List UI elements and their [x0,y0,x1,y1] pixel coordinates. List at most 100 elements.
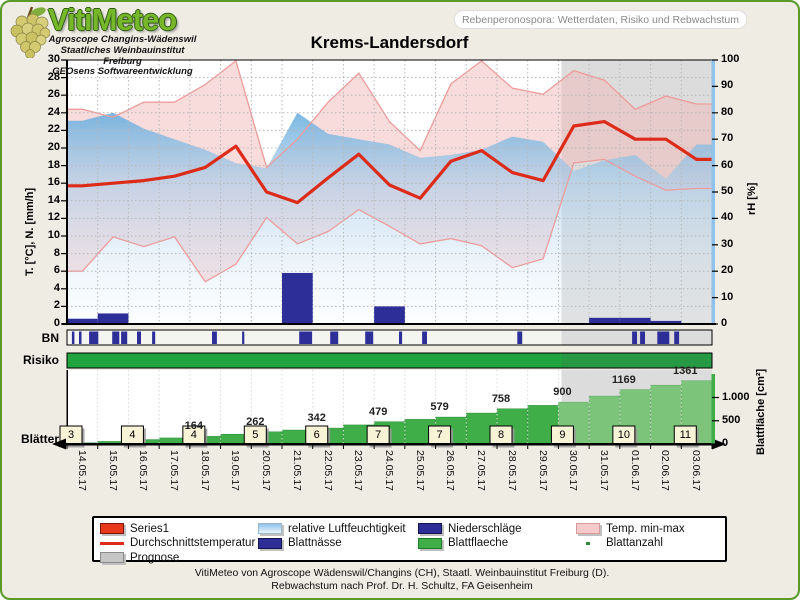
left-axis-tick-label: 28 [47,70,60,83]
leaf-area-value-label: 758 [491,392,511,405]
x-axis-date-label: 21.05.17 [290,450,303,491]
left-axis-tick-label: 8 [53,246,60,259]
left-axis-tick-label: 20 [47,141,60,153]
leaf-area-value-label: 342 [307,412,326,425]
right-axis-tick-label: 0 [721,317,728,329]
leaf-count-box: 6 [313,429,320,441]
right-axis-tick-label: 40 [721,211,734,224]
legend-swatch-rect-green [418,537,442,549]
right-axis-tick-label: 90 [721,79,734,92]
right-axis-tick-label: 10 [721,290,734,303]
legend-swatch-rect-gray [100,552,124,563]
leaf-area-value-label: 900 [553,386,572,399]
leaf-count-box: 4 [190,429,197,441]
left-axis-tick-label: 18 [47,158,60,171]
x-axis-date-label: 22.05.17 [321,450,334,491]
legend-item-series1: Series1 [100,522,169,535]
left-axis-tick-label: 4 [53,281,60,294]
leaf-count-box: 11 [679,429,691,441]
left-axis-title: T. [°C], N. [mm/h] [24,187,36,276]
legend: Series1 Durchschnittstemperatur Prognose re… [92,516,727,564]
leaf-count-box: 3 [67,429,75,441]
x-axis-date-label: 27.05.17 [475,450,488,491]
legend-item-blattflaeche: Blattflaeche [418,537,508,550]
right-axis-tick-label: 50 [721,185,734,197]
x-axis-date-label: 17.05.17 [168,450,180,491]
x-axis-date-label: 16.05.17 [137,450,150,491]
right-axis-tick-label: 70 [721,132,734,145]
leaf-area-value-label: 1361 [673,364,698,377]
right-axis-tick-label: 80 [721,105,734,118]
x-axis-date-label: 30.05.17 [567,450,580,491]
station-title: Krems-Landersdorf [310,33,469,52]
x-axis-date-label: 25.05.17 [413,450,426,491]
leaf-area-value-label: 164 [184,420,204,433]
row-label-blaetter: Blätter [20,432,59,446]
leaf-area-value-label: 579 [430,401,449,414]
legend-label: Niederschläge [448,522,522,535]
legend-label: Temp. min-max [606,522,685,535]
left-axis-tick-label: 24 [47,105,60,118]
right-axis-tick-label: 20 [721,264,734,277]
leaf-count-box: 5 [252,429,259,441]
grapes-logo-icon [10,6,50,58]
legend-item-blattanzahl: Blattanzahl [576,537,663,550]
left-axis-tick-label: 0 [53,317,60,329]
leaf-count-box: 8 [497,429,505,441]
x-axis-date-label: 14.05.17 [75,450,88,491]
row-label-bn: BN [41,331,59,345]
left-axis-tick-label: 30 [47,53,60,65]
x-axis-date-label: 03.06.17 [690,450,703,491]
leaf-count-box: 7 [436,429,443,441]
report-type-badge: Rebenperonospora: Wetterdaten, Risiko un… [454,10,747,29]
x-axis-date-label: 20.05.17 [260,450,273,491]
legend-label: Blattflaeche [448,537,509,549]
x-axis-date-label: 31.05.17 [598,450,610,491]
logo-subtitle-1: Agroscope Changins-Wädenswil [48,34,197,45]
leaf-count-box: 9 [559,429,566,441]
leaf-area-value-label: 262 [246,415,265,428]
left-axis-tick-label: 26 [47,88,60,101]
leaf-count-box: 7 [375,429,382,441]
x-axis-date-label: 02.06.17 [659,450,672,491]
leaf-area-value-label: 479 [368,405,388,418]
legend-swatch-rect-navy [418,523,442,534]
legend-label: Series1 [130,522,169,535]
leaf-axis-title: Blattfläche [cm²] [755,368,767,455]
x-axis-date-label: 28.05.17 [505,450,518,491]
x-axis-date-label: 15.05.17 [106,450,119,491]
right-axis-tick-label: 60 [721,158,734,171]
left-axis-tick-label: 14 [47,193,60,206]
legend-item-niederschl-ge: Niederschläge [418,522,522,535]
left-axis-tick-label: 16 [47,176,60,189]
footer-line-1: VitiMeteo von Agroscope Wädenswil/Changi… [194,567,610,579]
legend-label: Durchschnittstemperatur [130,537,256,549]
logo-title: VitiMeteo [48,2,177,37]
legend-swatch-grad-blue [258,523,282,534]
legend-label: Blattnässe [288,537,342,549]
x-axis-date-label: 24.05.17 [383,450,395,491]
left-axis-tick-label: 2 [53,299,60,312]
legend-item-relative-luftfeuchtigkeit: relative Luftfeuchtigkeit [258,522,406,535]
legend-item-temp-min-max: Temp. min-max [576,522,685,535]
legend-label: Prognose [130,551,180,564]
legend-label: Blattanzahl [606,537,663,549]
logo-subtitles: Agroscope Changins-Wädenswil Staatliches… [40,34,205,78]
logo-subtitle-2: Staatliches Weinbauinstitut Freiburg [60,44,185,67]
legend-item-durchschnittstemperatur: Durchschnittstemperatur [100,537,255,550]
legend-swatch-line-red [100,541,124,545]
legend-label: relative Luftfeuchtigkeit [288,522,406,535]
legend-item-blattn-sse: Blattnässe [258,537,342,550]
x-axis-date-label: 26.05.17 [444,450,457,491]
leaf-axis-tick-label: 500 [722,413,741,426]
row-label-risiko: Risiko [22,353,59,367]
legend-swatch-rect-red [100,523,124,534]
left-axis-tick-label: 12 [47,211,60,224]
legend-swatch-rect-navy [258,537,282,549]
x-axis-date-label: 01.06.17 [628,450,641,491]
legend-swatch-rect-pink [576,523,600,534]
leaf-axis-tick-label: 0 [722,437,729,449]
right-axis-tick-label: 100 [721,53,740,65]
